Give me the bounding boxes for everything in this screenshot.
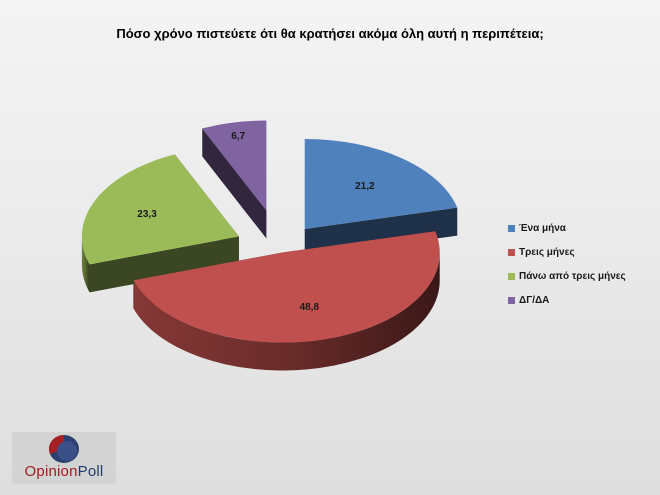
legend-swatch	[508, 272, 515, 280]
legend-item: Τρεις μήνες	[508, 244, 626, 260]
opinionpoll-logo: OpinionPoll	[12, 432, 116, 484]
legend-item: Πάνω από τρεις μήνες	[508, 268, 626, 284]
legend-label: Ένα μήνα	[519, 222, 566, 234]
pie-data-label: 48,8	[300, 302, 320, 313]
logo-word-opinion: Opinion	[24, 463, 78, 480]
legend: Ένα μήνα Τρεις μήνες Πάνω από τρεις μήνε…	[508, 220, 626, 316]
pie-slice-top	[133, 231, 440, 343]
logo-circle-icon	[49, 435, 79, 463]
legend-item: Ένα μήνα	[508, 220, 626, 236]
legend-swatch	[508, 296, 515, 304]
pie-slice-side	[133, 252, 440, 371]
pie-data-labels: 21,2 48,8 23,3 6,7	[137, 131, 375, 313]
pie-tops	[81, 120, 458, 343]
pie-slice-wall	[202, 128, 267, 239]
chart-title: Πόσο χρόνο πιστεύετε ότι θα κρατήσει ακό…	[116, 26, 544, 41]
legend-swatch	[508, 224, 515, 232]
pie-slice-top	[202, 120, 267, 211]
legend-label: Πάνω από τρεις μήνες	[519, 270, 626, 282]
legend-item: ΔΓ/ΔΑ	[508, 292, 626, 308]
pie-data-label: 23,3	[137, 209, 157, 220]
legend-label: Τρεις μήνες	[519, 246, 575, 258]
pie-data-label: 6,7	[231, 131, 245, 142]
legend-swatch	[508, 248, 515, 256]
legend-label: ΔΓ/ΔΑ	[519, 294, 550, 306]
pie-slice-side	[81, 236, 90, 293]
pie-slice-wall	[89, 236, 239, 293]
logo-word-poll: Poll	[77, 463, 104, 480]
pie-data-label: 21,2	[355, 181, 375, 192]
logo-text: OpinionPoll	[12, 463, 116, 480]
pie-slice-top	[81, 154, 239, 265]
pie-slice-top	[304, 138, 458, 229]
